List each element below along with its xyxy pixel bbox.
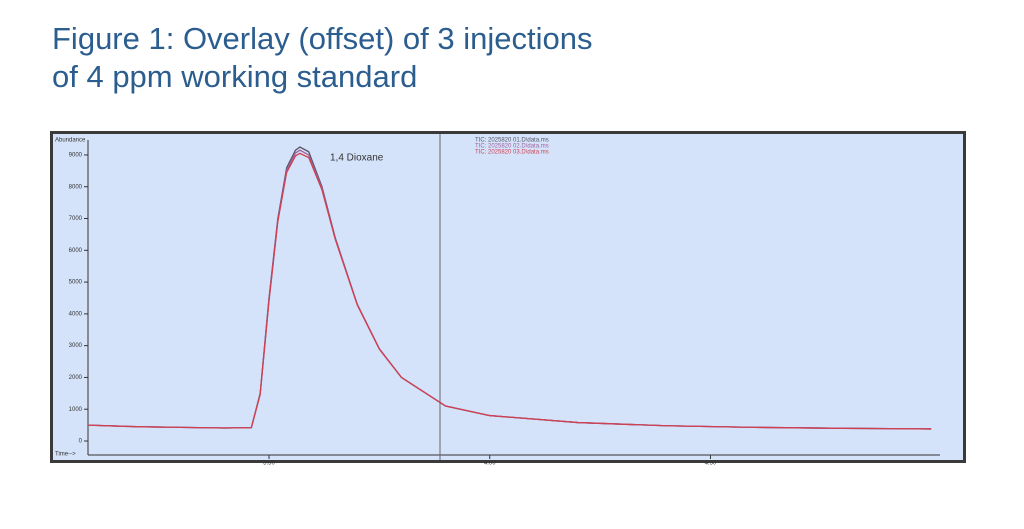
y-tick-label: 6000: [69, 248, 83, 254]
legend-entry: TIC: 2025820 02.D\data.ms: [475, 144, 549, 150]
title-line: Figure 1: Overlay (offset) of 3 injectio…: [52, 21, 593, 56]
x-axis-label: Time-->: [55, 452, 76, 458]
y-tick-label: 9000: [69, 153, 83, 159]
y-tick-label: 1000: [69, 407, 83, 413]
title: Figure 1: Overlay (offset) of 3 injectio…: [52, 20, 592, 96]
plot-background: [53, 134, 963, 460]
y-tick-label: 4000: [69, 311, 83, 317]
x-tick-label: 4.50: [705, 461, 717, 467]
y-tick-label: 0: [79, 439, 83, 445]
title-line: of 4 ppm working standard: [52, 59, 418, 94]
y-tick-label: 5000: [69, 280, 83, 286]
series-line: [87, 152, 932, 430]
x-tick-label: 3.50: [263, 461, 275, 467]
x-tick-label: 4.00: [484, 461, 496, 467]
legend-entry: TIC: 2025820 03.D\data.ms: [475, 150, 549, 156]
legend-entry: TIC: 2025820 01.D\data.ms: [475, 138, 549, 144]
annotation: 1,4 Dioxane: [330, 153, 384, 164]
y-tick-label: 2000: [69, 375, 83, 381]
y-tick-label: 8000: [69, 184, 83, 190]
y-tick-label: 7000: [69, 216, 83, 222]
y-tick-label: 3000: [69, 343, 83, 349]
y-axis-label: Abundance: [55, 138, 86, 144]
